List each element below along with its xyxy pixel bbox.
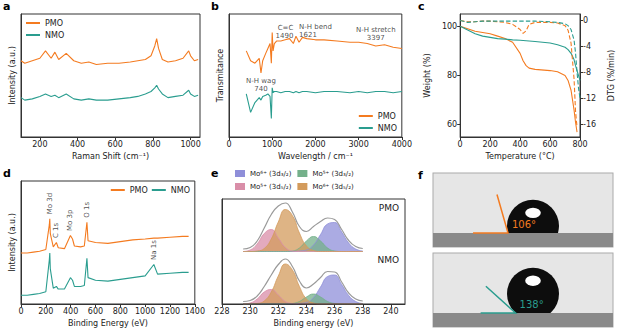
svg-text:1490: 1490 [276, 32, 294, 40]
svg-text:236: 236 [327, 307, 342, 316]
svg-text:400: 400 [512, 140, 527, 149]
svg-text:1000: 1000 [135, 307, 155, 316]
svg-text:-8: -8 [583, 68, 591, 77]
svg-text:138°: 138° [520, 299, 544, 310]
svg-text:234: 234 [299, 307, 314, 316]
svg-text:200: 200 [482, 140, 497, 149]
svg-text:PMO: PMO [378, 112, 396, 121]
svg-text:f: f [418, 169, 423, 182]
svg-text:200: 200 [38, 307, 53, 316]
svg-text:NMO: NMO [377, 255, 399, 265]
svg-text:0: 0 [583, 16, 588, 25]
svg-text:PMO: PMO [45, 19, 63, 28]
svg-text:238: 238 [355, 307, 370, 316]
svg-text:N-H stretch: N-H stretch [356, 26, 396, 34]
svg-text:600: 600 [542, 140, 557, 149]
svg-text:800: 800 [572, 140, 587, 149]
svg-text:Mo⁶⁺ (3d₅/₂): Mo⁶⁺ (3d₅/₂) [312, 183, 354, 191]
svg-text:d: d [3, 167, 11, 180]
svg-text:NMO: NMO [378, 124, 397, 133]
svg-text:Transmitance: Transmitance [216, 49, 225, 104]
svg-text:600: 600 [108, 140, 123, 149]
svg-text:-12: -12 [583, 94, 596, 103]
svg-text:1000: 1000 [180, 140, 200, 149]
svg-text:740: 740 [254, 85, 267, 93]
svg-text:Temperature (°C): Temperature (°C) [485, 152, 555, 161]
svg-text:600: 600 [88, 307, 103, 316]
svg-text:230: 230 [243, 307, 258, 316]
svg-text:O 1s: O 1s [83, 202, 91, 218]
svg-text:a: a [3, 0, 10, 13]
svg-text:106°: 106° [512, 219, 536, 230]
svg-text:200: 200 [32, 140, 47, 149]
svg-text:0: 0 [458, 140, 463, 149]
svg-text:Wavelength / cm⁻¹: Wavelength / cm⁻¹ [278, 152, 353, 161]
svg-text:PMO: PMO [130, 186, 148, 195]
svg-text:1200: 1200 [160, 307, 180, 316]
svg-text:NMO: NMO [171, 186, 190, 195]
svg-text:228: 228 [214, 307, 229, 316]
svg-text:Mo⁶⁺ (3d₃/₂): Mo⁶⁺ (3d₃/₂) [250, 170, 292, 178]
svg-text:1000: 1000 [262, 140, 282, 149]
svg-text:400: 400 [70, 140, 85, 149]
svg-text:-16: -16 [583, 120, 596, 129]
svg-text:800: 800 [145, 140, 160, 149]
svg-text:0: 0 [18, 307, 23, 316]
svg-text:4000: 4000 [392, 140, 412, 149]
svg-text:Weight (%): Weight (%) [423, 53, 432, 97]
svg-text:Intensity (a.u.): Intensity (a.u.) [8, 213, 17, 272]
svg-text:1621: 1621 [299, 30, 317, 39]
svg-text:Intensity (a.u.): Intensity (a.u.) [8, 46, 17, 105]
svg-text:0: 0 [226, 140, 231, 149]
svg-text:60: 60 [447, 120, 457, 129]
svg-text:Mo 3d: Mo 3d [46, 193, 54, 214]
svg-text:1400: 1400 [185, 307, 205, 316]
svg-text:232: 232 [271, 307, 286, 316]
svg-text:3000: 3000 [348, 140, 368, 149]
svg-text:Mo⁵⁺ (3d₅/₂): Mo⁵⁺ (3d₅/₂) [250, 183, 292, 191]
svg-text:800: 800 [113, 307, 128, 316]
svg-text:C=C: C=C [278, 24, 294, 32]
svg-text:2000: 2000 [305, 140, 325, 149]
svg-text:e: e [211, 167, 218, 180]
svg-text:100: 100 [442, 22, 457, 31]
svg-text:Na 1s: Na 1s [150, 240, 158, 260]
svg-text:240: 240 [383, 307, 398, 316]
svg-text:c: c [418, 0, 425, 13]
svg-text:400: 400 [63, 307, 78, 316]
svg-text:3397: 3397 [367, 34, 385, 42]
svg-text:Raman Shift (cm⁻¹): Raman Shift (cm⁻¹) [72, 152, 149, 161]
svg-text:-4: -4 [583, 42, 591, 51]
svg-text:DTG (%/min): DTG (%/min) [607, 50, 616, 101]
svg-text:b: b [211, 0, 219, 13]
svg-text:N-H bend: N-H bend [299, 23, 332, 31]
svg-text:C 1s: C 1s [52, 222, 60, 238]
svg-text:Binding Energy (eV): Binding Energy (eV) [68, 319, 148, 328]
svg-text:Binding energy (eV): Binding energy (eV) [274, 319, 354, 328]
svg-text:N-H wag: N-H wag [246, 77, 276, 85]
svg-text:Mo⁵⁺ (3d₃/₂): Mo⁵⁺ (3d₃/₂) [312, 170, 354, 178]
svg-text:80: 80 [447, 71, 457, 80]
svg-text:PMO: PMO [379, 203, 399, 213]
svg-text:NMO: NMO [45, 31, 64, 40]
svg-text:Mo 3p: Mo 3p [66, 209, 74, 231]
